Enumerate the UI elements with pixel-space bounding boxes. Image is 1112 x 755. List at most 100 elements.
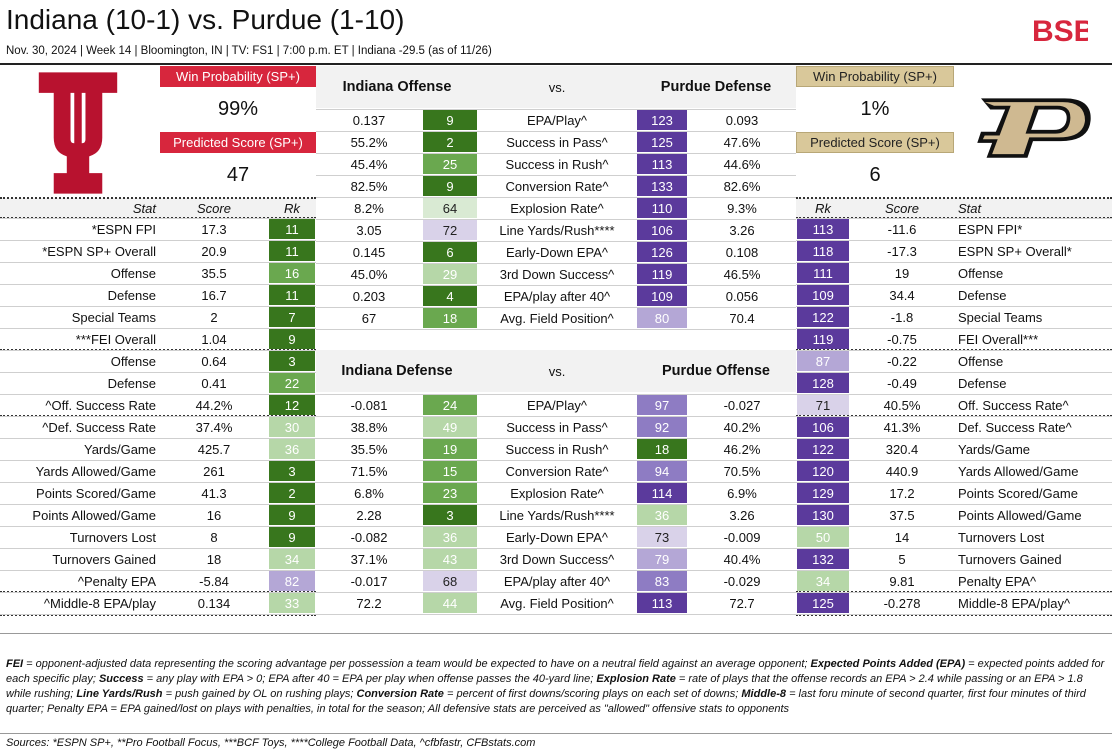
left-row-rule: [0, 504, 316, 505]
purdue-stat-score: 41.3%: [883, 419, 921, 435]
matchup-stat-label: Avg. Field Position^: [500, 310, 614, 326]
purdue-defense-rank: 123: [637, 110, 687, 130]
footnote-text: = rate of plays that the offense records…: [6, 673, 1083, 700]
indiana-defense-value: -0.017: [350, 573, 388, 589]
purdue-stat-score: 40.5%: [883, 397, 921, 413]
purdue-defense-header: Purdue Defense: [636, 66, 796, 108]
purdue-stat-label: Points Allowed/Game: [958, 507, 1082, 523]
purdue-stat-score: 17.2: [889, 485, 915, 501]
purdue-stat-rank: 125: [797, 593, 849, 613]
purdue-stat-label: Penalty EPA^: [958, 573, 1037, 589]
indiana-stat-rank: 2: [269, 483, 315, 503]
vs-label-1: vs.: [478, 66, 636, 108]
purdue-offense-rank: 36: [637, 505, 687, 525]
purdue-stat-label: FEI Overall***: [958, 331, 1039, 347]
indiana-header-divider: [0, 197, 316, 199]
indiana-stat-label: ^Off. Success Rate: [45, 397, 156, 413]
glossary-footnote: FEI = opponent-adjusted data representin…: [6, 657, 1106, 717]
matchup1-row-rule: [316, 197, 796, 198]
indiana-stat-score: 2: [210, 309, 218, 325]
indiana-defense-value: 6.8%: [354, 485, 384, 501]
indiana-stat-score: 8: [210, 529, 218, 545]
purdue-defense-value: 44.6%: [723, 156, 761, 172]
purdue-defense-rank: 80: [637, 308, 687, 328]
indiana-offense-value: 45.0%: [350, 266, 388, 282]
purdue-stat-score: 9.81: [889, 573, 915, 589]
indiana-stat-rank: 11: [269, 219, 315, 239]
purdue-offense-value: 6.9%: [727, 485, 757, 501]
indiana-stat-rank: 16: [269, 263, 315, 283]
matchup-stat-label: Success in Pass^: [506, 134, 608, 150]
purdue-offense-value: -0.009: [723, 529, 761, 545]
right-row-rule: [796, 306, 1112, 307]
right-row-rule: [796, 570, 1112, 571]
matchup-stat-label: Success in Rush^: [505, 156, 609, 172]
indiana-stat-rank: 11: [269, 285, 315, 305]
matchup-stat-label: Explosion Rate^: [510, 200, 604, 216]
indiana-stat-label: Special Teams: [71, 309, 156, 325]
purdue-stat-label: Defense: [958, 375, 1007, 391]
indiana-stat-rank: 9: [269, 329, 315, 349]
indiana-logo: [38, 72, 118, 194]
indiana-pred-score-value: 47: [226, 163, 250, 186]
indiana-defense-rank: 3: [423, 505, 477, 525]
purdue-stat-rank: 118: [797, 241, 849, 261]
left-row-rule: [0, 614, 316, 615]
purdue-stat-score: -0.22: [887, 353, 917, 369]
purdue-stat-score: -0.278: [883, 595, 921, 611]
matchup-stat-label: EPA/play after 40^: [503, 288, 611, 304]
matchup2-row-rule: [316, 504, 796, 505]
purdue-stat-rank: 132: [797, 549, 849, 569]
footnote-text: = percent of first downs/scoring plays o…: [443, 688, 742, 700]
indiana-defense-rank: 15: [423, 461, 477, 481]
footnote-text: = expected points added for each specifi…: [6, 658, 1105, 685]
bsb-logo-text: BSB: [1032, 15, 1088, 46]
indiana-stat-rank: 33: [269, 593, 315, 613]
matchup1-row-rule: [316, 219, 796, 220]
matchup1-row-rule: [316, 329, 796, 330]
matchup1-row-rule: [316, 131, 796, 132]
left-row-rule: [0, 526, 316, 527]
purdue-offense-value: 3.26: [729, 507, 755, 523]
right-row-rule: [796, 284, 1112, 285]
footnote-text: = opponent-adjusted data representing th…: [23, 658, 811, 670]
indiana-stat-label: ^Penalty EPA: [77, 573, 156, 589]
indiana-stat-score: 41.3: [201, 485, 227, 501]
indiana-stat-label: Points Allowed/Game: [32, 507, 156, 523]
purdue-stat-label: Offense: [958, 353, 1004, 369]
right-row-rule: [796, 548, 1112, 549]
footnote-term: Explosion Rate: [596, 673, 676, 685]
left-row-rule: [0, 460, 316, 461]
left-row-rule: [0, 548, 316, 549]
purdue-stat-label: Middle-8 EPA/play^: [958, 595, 1071, 611]
purdue-offense-value: 72.7: [729, 595, 755, 611]
right-row-rule: [796, 350, 1112, 351]
purdue-defense-value: 82.6%: [723, 178, 761, 194]
indiana-defense-value: 71.5%: [350, 463, 388, 479]
indiana-stat-label: Turnovers Gained: [52, 551, 156, 567]
indiana-offense-rank: 9: [423, 110, 477, 130]
purdue-defense-rank: 119: [637, 264, 687, 284]
purdue-offense-rank: 113: [637, 593, 687, 613]
purdue-stat-col-header: Stat: [954, 198, 1112, 218]
left-row-rule: [0, 350, 316, 351]
left-row-rule: [0, 592, 316, 593]
purdue-stat-label: Off. Success Rate^: [958, 397, 1069, 413]
purdue-stat-score: -11.6: [887, 221, 917, 237]
purdue-stat-rank: 50: [797, 527, 849, 547]
sources-line: Sources: *ESPN SP+, **Pro Football Focus…: [6, 737, 536, 749]
indiana-offense-value: 55.2%: [350, 134, 388, 150]
indiana-offense-value: 0.203: [352, 288, 386, 304]
matchup2-row-rule: [316, 460, 796, 461]
purdue-stat-score: 440.9: [885, 463, 919, 479]
purdue-stat-label: ESPN FPI*: [958, 221, 1023, 237]
indiana-stat-label: Defense: [107, 287, 156, 303]
left-row-rule: [0, 240, 316, 241]
indiana-offense-value: 0.145: [352, 244, 386, 260]
matchup2-row-rule: [316, 438, 796, 439]
right-row-rule: [796, 460, 1112, 461]
indiana-stat-score: 37.4%: [195, 419, 233, 435]
footnote-text: = any play with EPA > 0; EPA after 40 = …: [143, 673, 597, 685]
purdue-stat-rank: 109: [797, 285, 849, 305]
matchup2-row-rule: [316, 548, 796, 549]
